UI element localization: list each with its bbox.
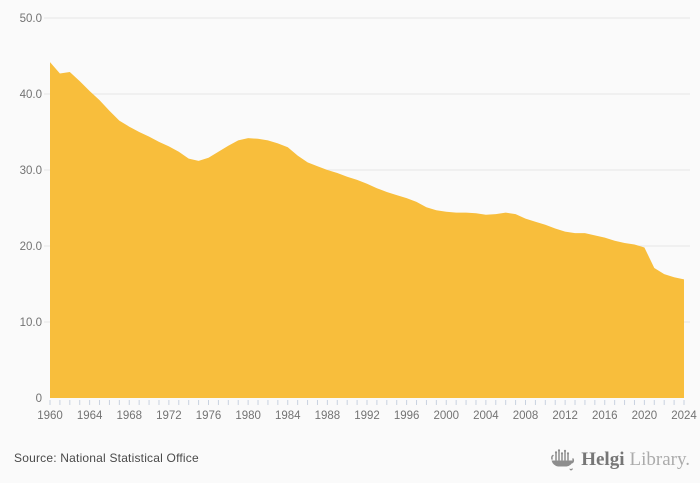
- x-axis-label: 1984: [275, 410, 301, 422]
- x-axis-label: 1976: [196, 410, 222, 422]
- y-axis-label: 40.0: [20, 89, 42, 101]
- viking-ship-icon: [551, 449, 575, 471]
- helgi-library-logo[interactable]: Helgi Library.: [549, 446, 690, 473]
- x-axis-label: 1968: [116, 410, 142, 422]
- x-axis-label: 1992: [354, 410, 380, 422]
- x-axis-label: 2024: [671, 410, 697, 422]
- x-axis-label: 2008: [513, 410, 539, 422]
- source-text: Source: National Statistical Office: [14, 451, 199, 465]
- y-axis-label: 50.0: [20, 13, 42, 25]
- y-axis-label: 10.0: [20, 317, 42, 329]
- logo-text-secondary: Library.: [629, 448, 691, 470]
- x-axis-label: 1980: [235, 410, 261, 422]
- x-axis-label: 2012: [552, 410, 578, 422]
- y-axis-label: 0: [36, 393, 42, 405]
- x-axis-label: 2000: [433, 410, 459, 422]
- area-series: [50, 62, 684, 398]
- y-axis-label: 30.0: [20, 165, 42, 177]
- x-axis-label: 2004: [473, 410, 499, 422]
- x-axis-label: 1996: [394, 410, 420, 422]
- x-axis-label: 1960: [37, 410, 63, 422]
- x-axis-label: 1972: [156, 410, 182, 422]
- x-axis-label: 2016: [592, 410, 618, 422]
- logo-text-primary: Helgi: [581, 448, 625, 470]
- x-axis-label: 1964: [77, 410, 103, 422]
- area-chart: 50.0 40.0 30.0 20.0 10.0 0 1960 1964 1968 1972 197…: [20, 13, 698, 422]
- y-axis-label: 20.0: [20, 241, 42, 253]
- x-axis-label: 2020: [632, 410, 658, 422]
- x-axis-label: 1988: [315, 410, 341, 422]
